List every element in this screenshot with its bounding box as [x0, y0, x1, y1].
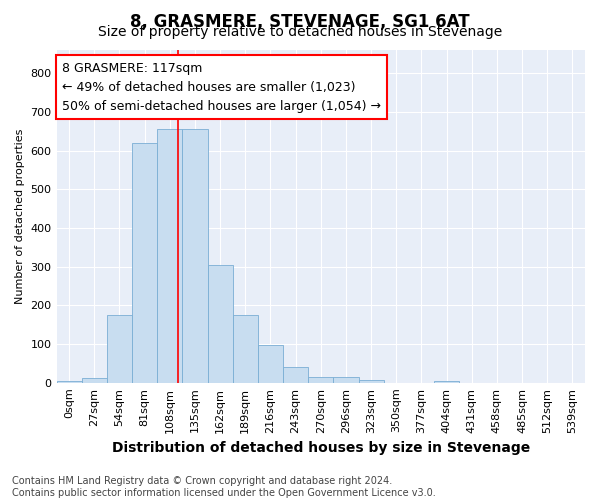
Bar: [334, 378, 359, 383]
X-axis label: Distribution of detached houses by size in Stevenage: Distribution of detached houses by size …: [112, 441, 530, 455]
Bar: [208, 265, 233, 383]
Bar: [308, 378, 334, 383]
Bar: [157, 130, 182, 383]
Y-axis label: Number of detached properties: Number of detached properties: [15, 128, 25, 304]
Text: 8 GRASMERE: 117sqm
← 49% of detached houses are smaller (1,023)
50% of semi-deta: 8 GRASMERE: 117sqm ← 49% of detached hou…: [62, 62, 381, 112]
Bar: [434, 381, 459, 383]
Bar: [359, 380, 383, 383]
Bar: [56, 381, 82, 383]
Bar: [107, 315, 132, 383]
Text: Size of property relative to detached houses in Stevenage: Size of property relative to detached ho…: [98, 25, 502, 39]
Text: Contains HM Land Registry data © Crown copyright and database right 2024.
Contai: Contains HM Land Registry data © Crown c…: [12, 476, 436, 498]
Bar: [258, 345, 283, 383]
Bar: [132, 143, 157, 383]
Bar: [283, 368, 308, 383]
Bar: [82, 378, 107, 383]
Bar: [182, 130, 208, 383]
Bar: [233, 315, 258, 383]
Text: 8, GRASMERE, STEVENAGE, SG1 6AT: 8, GRASMERE, STEVENAGE, SG1 6AT: [130, 12, 470, 30]
